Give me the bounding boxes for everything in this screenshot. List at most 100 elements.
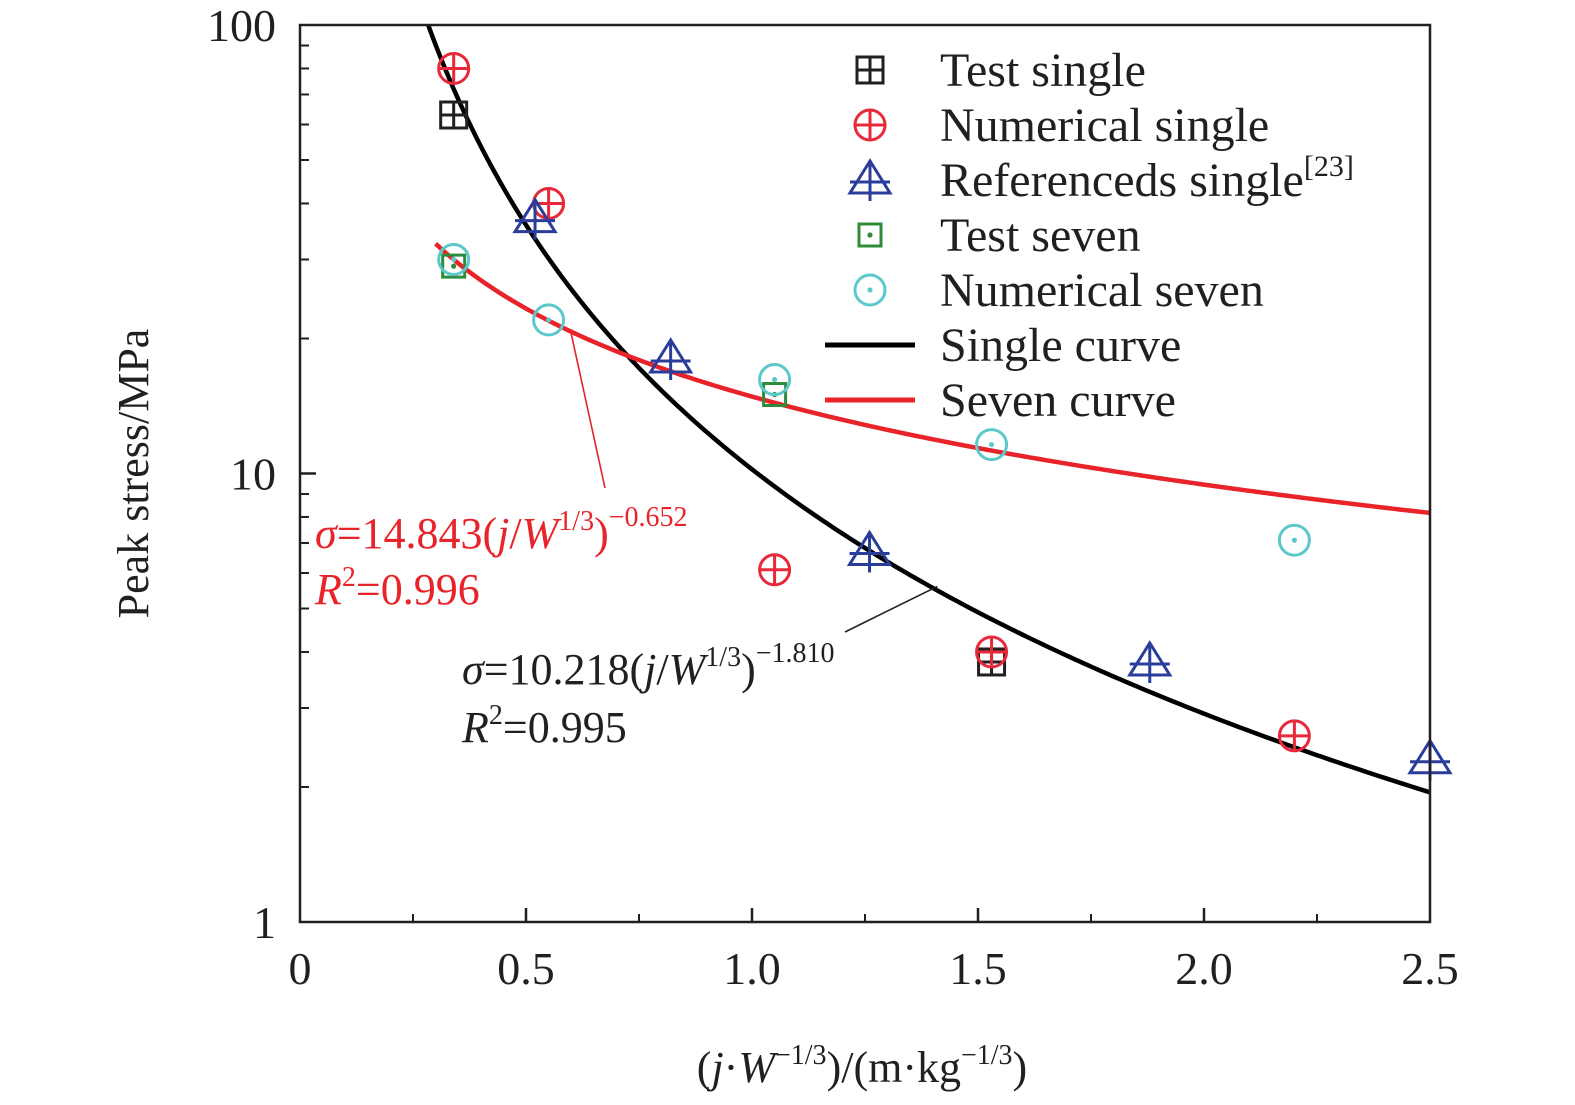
equation-part: =10.218( xyxy=(484,645,644,694)
y-tick-label: 1 xyxy=(253,897,276,948)
legend-item: Referenceds single[23] xyxy=(847,150,1354,207)
marker-shape xyxy=(532,303,566,337)
marker-shape xyxy=(451,256,457,263)
legend-item: Single curve xyxy=(825,319,1181,372)
x-tick-label: 0.5 xyxy=(497,943,555,994)
x-tick-label: 1.5 xyxy=(949,943,1007,994)
equation-part: −1.810 xyxy=(756,638,835,669)
legend-label-text: Test seven xyxy=(940,209,1141,262)
marker-shape xyxy=(1291,537,1297,543)
legend-label: Numerical single xyxy=(940,99,1269,152)
leader-line xyxy=(844,585,938,633)
legend-label-sup: [23] xyxy=(1304,150,1354,183)
legend-label-text: Test single xyxy=(940,44,1146,97)
legend-symbol xyxy=(855,55,885,85)
legend-label-text: Single curve xyxy=(940,319,1181,372)
legend-label: Test seven xyxy=(940,209,1141,262)
equation-part: W xyxy=(522,509,562,558)
legend-symbol xyxy=(853,108,887,142)
equation-part: j xyxy=(492,509,509,558)
y-tick-label: 10 xyxy=(230,449,276,500)
y-axis-title: Peak stress/MPa xyxy=(109,329,158,619)
legend-item: Numerical seven xyxy=(853,264,1264,317)
numerical-single-point xyxy=(437,51,471,85)
x-title-part: )/(m·kg xyxy=(827,1043,961,1092)
marker-shape xyxy=(975,428,1009,462)
equation-part: W xyxy=(669,645,709,694)
leader-line xyxy=(570,333,606,489)
equation-text: σ=10.218(j/W1/3)−1.810 xyxy=(462,638,835,694)
equation-part: ) xyxy=(741,645,756,694)
legend-symbol xyxy=(857,222,883,248)
seven-curve-line xyxy=(434,242,1430,516)
r-squared-part: R xyxy=(461,703,489,752)
legend-label-text: Referenceds single xyxy=(940,154,1304,207)
legend-label-text: Numerical seven xyxy=(940,264,1264,317)
r-squared-part: =0.996 xyxy=(356,565,480,614)
r-squared-part: 2 xyxy=(342,562,356,593)
numerical-seven-point xyxy=(758,363,792,397)
x-title-part: −1/3 xyxy=(961,1040,1013,1071)
test-single-point xyxy=(439,100,469,130)
equation-part: j xyxy=(639,645,656,694)
legend-symbol xyxy=(853,273,887,307)
numerical-seven-point xyxy=(1277,523,1311,557)
equation-part: σ xyxy=(462,645,486,694)
r-squared-text: R2=0.995 xyxy=(461,700,627,752)
marker-shape xyxy=(867,232,873,238)
numerical-single-point xyxy=(1277,719,1311,753)
x-title-part: −1/3 xyxy=(775,1040,827,1071)
legend-label: Numerical seven xyxy=(940,264,1264,317)
legend-label: Test single xyxy=(940,44,1146,97)
annotations: σ=14.843(j/W1/3)−0.652R2=0.996σ=10.218(j… xyxy=(314,333,938,752)
test-seven-point xyxy=(441,253,467,279)
marker-shape xyxy=(853,273,887,307)
x-title-part: j xyxy=(706,1043,723,1092)
x-title-part: · xyxy=(724,1043,739,1092)
numerical-single-point xyxy=(975,635,1009,669)
x-title-part: ( xyxy=(697,1043,712,1092)
marker-shape xyxy=(867,287,873,293)
x-axis-title: (j·W−1/3)/(m·kg−1/3) xyxy=(697,1040,1027,1092)
equation-text: σ=14.843(j/W1/3)−0.652 xyxy=(315,502,688,558)
r-squared-text: R2=0.996 xyxy=(314,562,480,614)
marker-shape xyxy=(441,253,467,279)
marker-shape xyxy=(758,363,792,397)
y-tick-label: 100 xyxy=(207,0,276,51)
r-squared-part: =0.995 xyxy=(503,703,627,752)
marker-shape xyxy=(857,222,883,248)
x-tick-label: 2.5 xyxy=(1401,943,1459,994)
fit-equation-single: σ=10.218(j/W1/3)−1.810 R2=0.995 xyxy=(461,585,938,752)
marker-shape xyxy=(451,263,457,269)
marker-shape xyxy=(1277,523,1311,557)
marker-shape xyxy=(437,243,471,277)
legend-label-text: Numerical single xyxy=(940,99,1269,152)
legend-symbol xyxy=(847,158,893,201)
numerical-single-point xyxy=(758,553,792,587)
equation-part: σ xyxy=(315,509,339,558)
legend-item: Numerical single xyxy=(853,99,1269,152)
legend-item: Test single xyxy=(855,44,1146,97)
legend-label: Single curve xyxy=(940,319,1181,372)
equation-part: ) xyxy=(594,509,609,558)
referenceds-single-point xyxy=(647,337,694,381)
single-curve-line xyxy=(425,25,1430,795)
marker-shape xyxy=(762,382,788,408)
equation-part: =14.843( xyxy=(337,509,497,558)
legend-label-text: Seven curve xyxy=(940,374,1176,427)
equation-part: 1/3 xyxy=(705,642,741,673)
marker-shape xyxy=(988,441,995,448)
legend-item: Seven curve xyxy=(825,374,1176,427)
x-title-part: W xyxy=(738,1043,778,1092)
x-tick-label: 0 xyxy=(289,943,312,994)
equation-part: 1/3 xyxy=(558,506,594,537)
legend-label: Referenceds single[23] xyxy=(940,150,1354,207)
x-tick-label: 1.0 xyxy=(723,943,781,994)
equation-part: / xyxy=(656,645,669,694)
numerical-seven-point xyxy=(532,303,566,337)
fit-curves xyxy=(425,25,1430,795)
x-tick-label: 2.0 xyxy=(1175,943,1233,994)
